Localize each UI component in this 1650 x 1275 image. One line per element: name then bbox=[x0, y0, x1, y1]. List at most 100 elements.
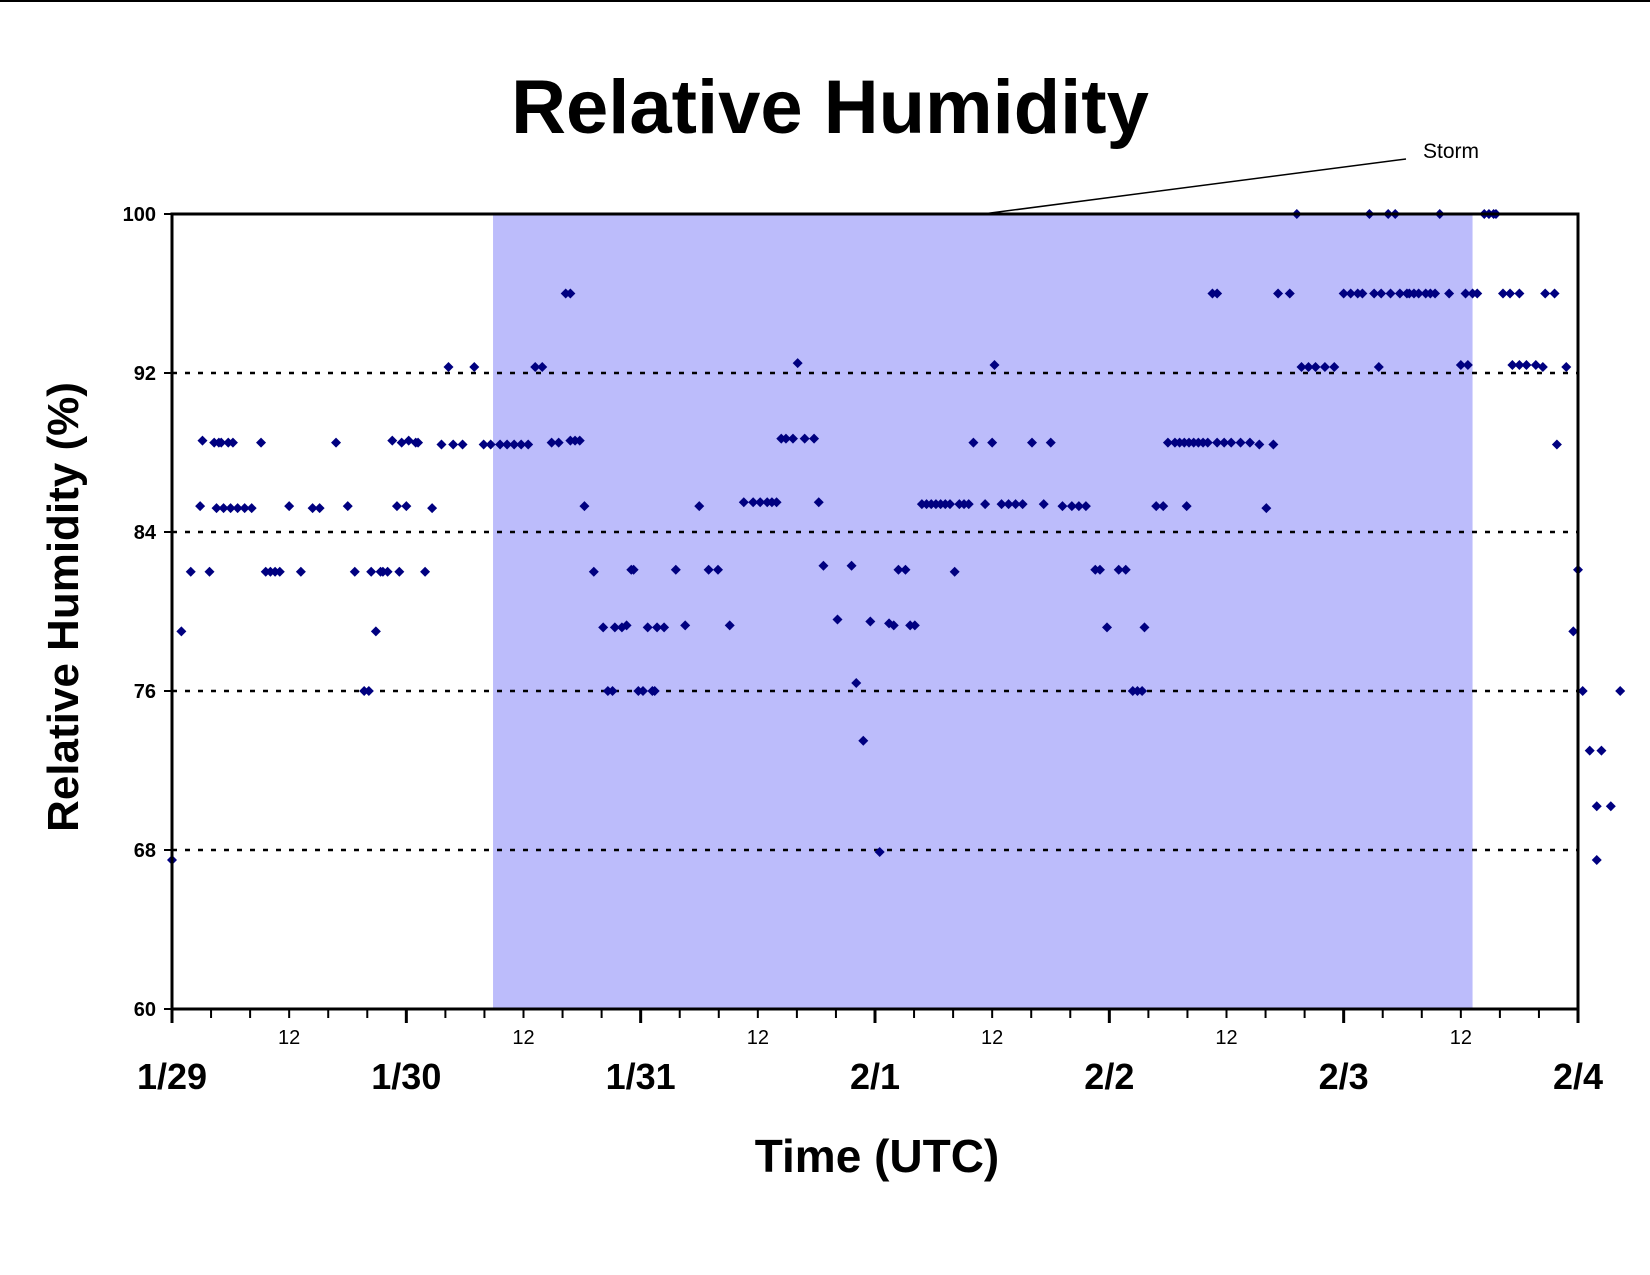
data-point bbox=[670, 564, 681, 575]
data-point bbox=[1181, 501, 1192, 512]
data-point bbox=[738, 497, 749, 508]
data-point bbox=[909, 620, 920, 631]
data-point bbox=[211, 503, 222, 514]
data-point bbox=[363, 686, 374, 696]
data-point bbox=[799, 433, 810, 444]
data-point bbox=[502, 439, 513, 450]
data-point bbox=[1017, 499, 1028, 510]
data-point bbox=[813, 497, 824, 508]
y-tick-label: 92 bbox=[134, 363, 156, 385]
storm-shading bbox=[493, 214, 1473, 1009]
data-point bbox=[724, 620, 735, 631]
data-point bbox=[537, 362, 548, 373]
data-point bbox=[949, 566, 960, 577]
y-tick-label: 68 bbox=[134, 840, 156, 862]
data-point bbox=[1268, 439, 1279, 450]
data-point bbox=[980, 499, 991, 510]
data-point bbox=[1296, 362, 1307, 373]
data-point bbox=[1066, 501, 1077, 512]
data-point bbox=[1413, 288, 1424, 299]
data-point bbox=[1615, 686, 1626, 696]
data-point bbox=[989, 360, 1000, 371]
data-point bbox=[865, 616, 876, 627]
data-point bbox=[703, 564, 714, 575]
data-point bbox=[996, 499, 1007, 510]
data-point bbox=[307, 503, 318, 514]
data-point bbox=[1202, 437, 1213, 448]
data-point bbox=[1162, 437, 1173, 448]
data-point bbox=[1038, 499, 1049, 510]
data-point bbox=[413, 437, 424, 448]
y-axis-ticks: 60 68 76 84 92 100 bbox=[123, 204, 172, 1021]
data-point bbox=[780, 433, 791, 444]
data-point bbox=[755, 497, 766, 508]
data-point bbox=[628, 564, 639, 575]
data-point bbox=[1460, 288, 1471, 299]
x-axis-label: Time (UTC) bbox=[755, 1130, 1000, 1182]
data-point bbox=[448, 439, 459, 450]
data-point bbox=[1212, 288, 1223, 299]
data-point bbox=[1385, 288, 1396, 299]
data-point bbox=[394, 566, 405, 577]
x-day-label: 2/2 bbox=[1084, 1056, 1134, 1097]
data-point bbox=[1537, 362, 1548, 373]
data-point bbox=[621, 620, 632, 631]
data-point bbox=[195, 501, 206, 512]
data-point bbox=[1357, 288, 1368, 299]
x-day-label: 2/1 bbox=[850, 1056, 900, 1097]
data-point bbox=[609, 622, 620, 633]
data-point bbox=[1530, 360, 1541, 371]
data-point bbox=[1073, 501, 1084, 512]
data-point bbox=[987, 437, 998, 448]
y-axis-label: Relative Humidity (%) bbox=[39, 382, 88, 832]
data-point bbox=[1505, 288, 1516, 299]
data-point bbox=[246, 503, 257, 514]
data-point bbox=[1010, 499, 1021, 510]
data-point bbox=[1219, 437, 1230, 448]
data-point bbox=[1514, 360, 1525, 371]
data-point bbox=[1561, 362, 1572, 373]
chart-title: Relative Humidity bbox=[511, 65, 1149, 150]
data-point bbox=[858, 735, 869, 746]
data-point bbox=[370, 626, 381, 637]
data-point bbox=[232, 503, 243, 514]
data-point bbox=[846, 560, 857, 571]
data-point bbox=[968, 437, 979, 448]
data-point bbox=[457, 439, 468, 450]
data-point bbox=[565, 288, 576, 299]
data-point bbox=[227, 437, 238, 448]
data-point bbox=[1338, 288, 1349, 299]
data-point bbox=[1345, 288, 1356, 299]
data-points bbox=[167, 209, 1626, 865]
data-point bbox=[1212, 437, 1223, 448]
storm-leader-line bbox=[982, 158, 1407, 215]
data-point bbox=[443, 362, 454, 373]
y-tick-label: 100 bbox=[123, 204, 156, 226]
data-point bbox=[204, 566, 215, 577]
data-point bbox=[366, 566, 377, 577]
data-point bbox=[1514, 288, 1525, 299]
data-point bbox=[530, 362, 541, 373]
data-point bbox=[218, 503, 229, 514]
data-point bbox=[1151, 501, 1162, 512]
storm-annotation: Storm bbox=[1423, 140, 1479, 163]
data-point bbox=[469, 362, 480, 373]
data-point bbox=[1568, 626, 1579, 637]
data-point bbox=[1369, 288, 1380, 299]
data-point bbox=[239, 503, 250, 514]
data-point bbox=[284, 501, 295, 512]
data-point bbox=[1430, 288, 1441, 299]
data-point bbox=[893, 564, 904, 575]
data-point bbox=[1376, 288, 1387, 299]
data-point bbox=[427, 503, 438, 514]
data-point bbox=[1045, 437, 1056, 448]
data-point bbox=[478, 439, 489, 450]
data-point bbox=[396, 437, 407, 448]
data-point bbox=[509, 439, 520, 450]
x-hour-label: 12 bbox=[981, 1027, 1003, 1049]
data-point bbox=[1158, 501, 1169, 512]
data-point bbox=[1254, 439, 1265, 450]
data-point bbox=[1521, 360, 1532, 371]
data-point bbox=[1584, 745, 1595, 756]
data-point bbox=[659, 622, 670, 633]
